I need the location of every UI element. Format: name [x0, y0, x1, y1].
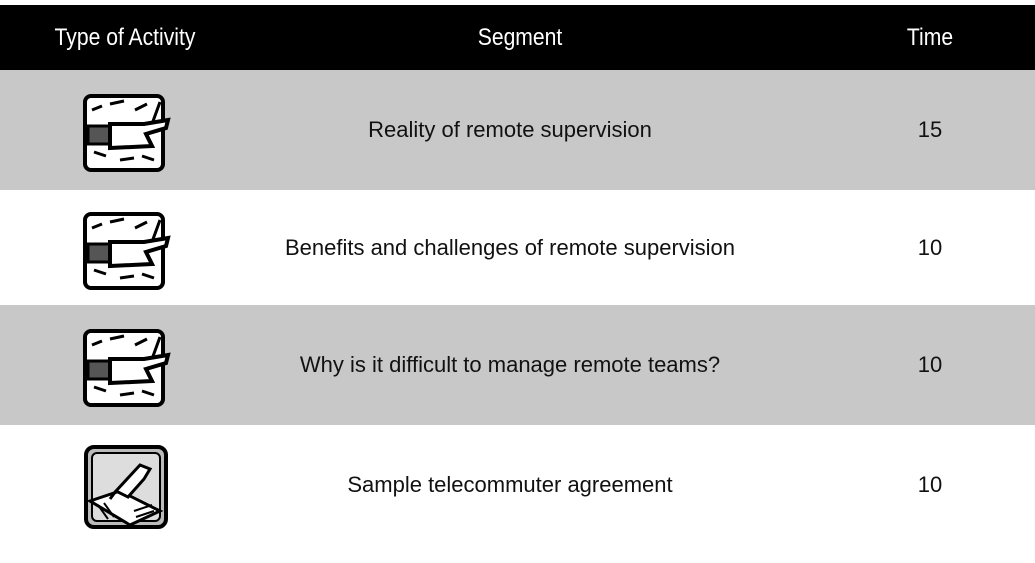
time-cell: 10 [917, 352, 943, 377]
table-row: Why is it difficult to manage remote tea… [0, 305, 1035, 425]
activity-icon [84, 445, 168, 529]
activity-icon [83, 94, 171, 172]
segment-cell: Benefits and challenges of remote superv… [284, 234, 736, 260]
header-cell: Type of Activity [54, 24, 196, 51]
time-cell: 15 [917, 117, 943, 142]
table-header: Type of Activity Segment Time [0, 5, 1035, 70]
table-row: Sample telecommuter agreement 10 [0, 425, 1035, 545]
segment-cell: Why is it difficult to manage remote tea… [299, 352, 721, 377]
segment-cell: Reality of remote supervision [368, 117, 652, 142]
activity-icon [83, 212, 171, 290]
table-row: Benefits and challenges of remote superv… [0, 190, 1035, 305]
time-cell: 10 [917, 234, 943, 260]
header-cell: Time [906, 24, 954, 51]
table-row: Reality of remote supervision 15 [0, 70, 1035, 190]
activity-icon [83, 329, 171, 407]
time-cell: 10 [917, 472, 943, 497]
header-cell: Segment [477, 24, 563, 51]
segment-cell: Sample telecommuter agreement [347, 472, 673, 497]
